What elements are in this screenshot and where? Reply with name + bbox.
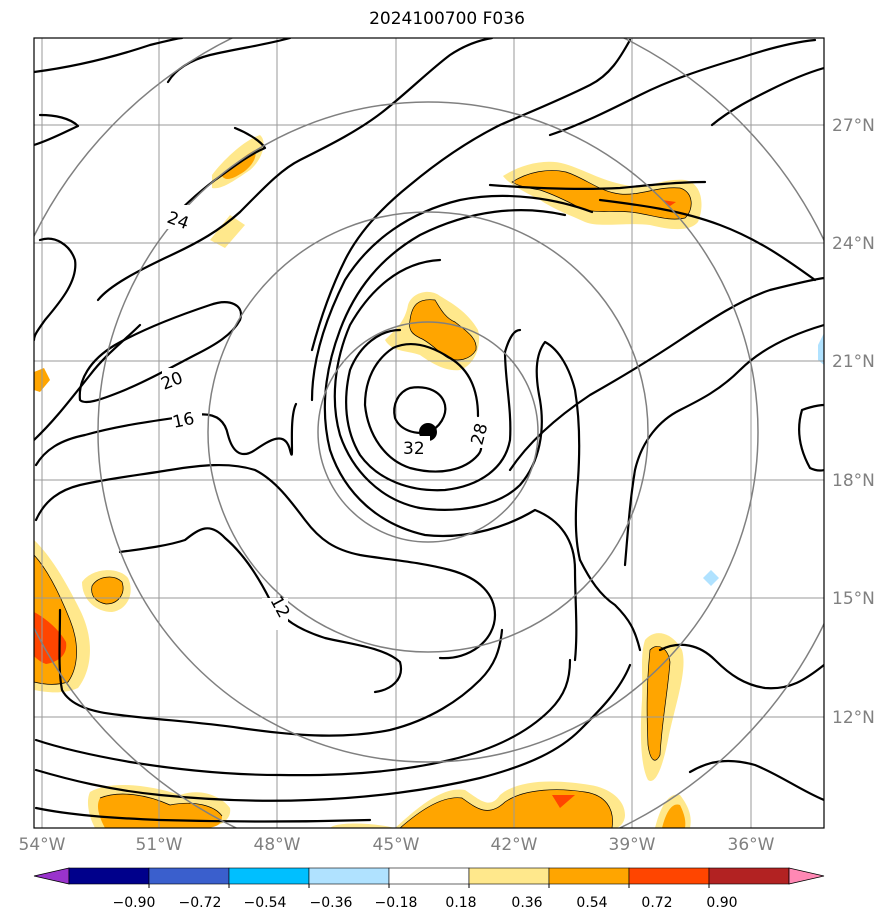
range-ring-1: [317, 321, 539, 543]
colorbar-tick-label: 0.54: [576, 895, 607, 911]
colorbar-tick-label: 0.90: [706, 895, 737, 911]
map-title: 2024100700 F036: [369, 9, 525, 29]
lon-label: 54°W: [19, 835, 66, 855]
lon-label: 42°W: [491, 835, 538, 855]
range-ring-3: [97, 101, 759, 763]
colorbar-cell: [548, 867, 630, 885]
colorbar-cell: [228, 867, 310, 885]
lat-label: 18°N: [832, 471, 875, 491]
lat-label: 12°N: [832, 708, 875, 728]
shade-region-negative-east: [703, 570, 719, 586]
colorbar-cell: [308, 867, 390, 885]
shade-region-northwest-tiny: [210, 215, 245, 248]
shade-region-northeast-peak: [662, 200, 676, 206]
range-ring-2: [207, 211, 649, 653]
lon-label: 48°W: [254, 835, 301, 855]
colorbar-tick-labels: −0.90 −0.72 −0.54 −0.36 −0.18 0.18 0.36 …: [113, 895, 738, 911]
colorbar-cell: [68, 867, 150, 885]
colorbar-tick-label: −0.72: [179, 895, 222, 911]
lat-label: 21°N: [832, 352, 875, 372]
lat-label: 27°N: [832, 116, 875, 136]
colorbar-tick-label: −0.90: [113, 895, 156, 911]
colorbar-cell: [388, 867, 470, 885]
colorbar-cell: [628, 867, 710, 885]
colorbar-cell: [468, 867, 550, 885]
colorbar-tick-label: 0.18: [445, 895, 476, 911]
colorbar-tick-label: −0.36: [310, 895, 353, 911]
contour-label-32: 32: [403, 439, 425, 459]
shade-region-west-small-core: [91, 577, 124, 604]
lon-label: 39°W: [609, 835, 656, 855]
colorbar-tick-label: −0.54: [244, 895, 287, 911]
lat-label: 15°N: [832, 589, 875, 609]
latitude-labels: 12°N 15°N 18°N 21°N 24°N 27°N: [832, 116, 875, 728]
colorbar-tick-label: 0.72: [641, 895, 672, 911]
contour-lines: [34, 38, 824, 823]
lon-label: 36°W: [728, 835, 775, 855]
colorbar-cell: [148, 867, 230, 885]
colorbar: −0.90 −0.72 −0.54 −0.36 −0.18 0.18 0.36 …: [33, 867, 825, 911]
plot-frame: [33, 37, 825, 829]
lon-label: 51°W: [136, 835, 183, 855]
shade-region-southeast-band-core: [647, 646, 670, 761]
longitude-labels: 54°W 51°W 48°W 45°W 42°W 39°W 36°W: [19, 835, 775, 855]
gridlines: [34, 38, 824, 828]
colorbar-extend-right: [788, 867, 825, 885]
colorbar-extend-left: [33, 867, 70, 885]
contour-labels: 32 28 24 20 16 12: [158, 205, 492, 630]
lon-label: 45°W: [373, 835, 420, 855]
range-rings: [34, 38, 824, 828]
contour-label-16: 16: [171, 409, 196, 433]
shaded-fields: [34, 135, 824, 828]
colorbar-tick-label: 0.36: [511, 895, 542, 911]
shade-region-bottom-right-core: [662, 804, 686, 828]
shade-region-central-core: [409, 299, 477, 360]
shade-region-negative-edge: [818, 333, 824, 365]
colorbar-tick-label: −0.18: [375, 895, 418, 911]
shade-region-bottom-center-peak: [552, 795, 575, 808]
colorbar-cell: [708, 867, 790, 885]
lat-label: 24°N: [832, 234, 875, 254]
